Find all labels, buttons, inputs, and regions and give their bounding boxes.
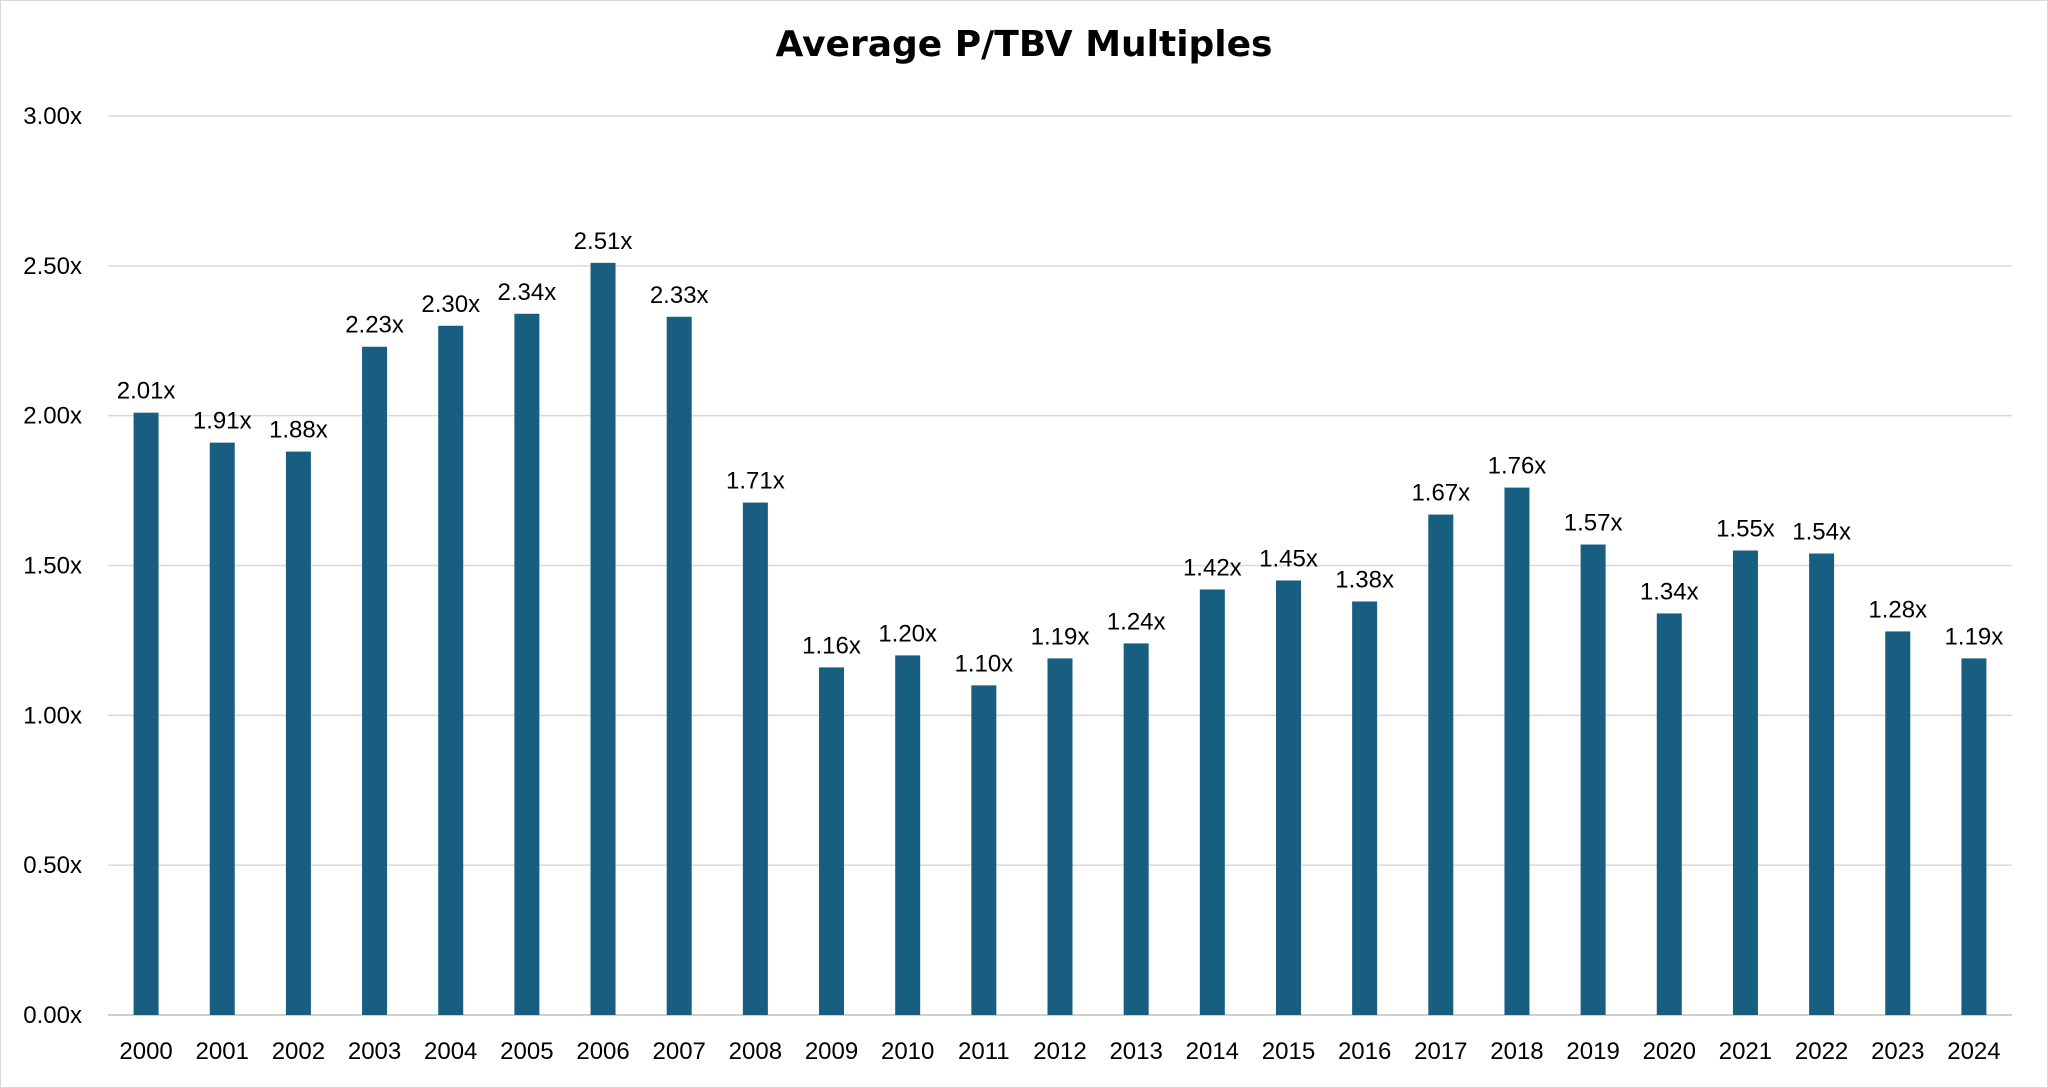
bar-2002 xyxy=(285,451,311,1015)
data-label-2022: 1.54x xyxy=(1792,519,1851,546)
data-label-2018: 1.76x xyxy=(1488,453,1547,480)
y-tick-label: 3.00x xyxy=(23,103,82,130)
x-tick-label-2018: 2018 xyxy=(1490,1038,1543,1065)
bar-2001 xyxy=(209,442,235,1015)
data-label-2013: 1.24x xyxy=(1107,608,1166,635)
x-tick-label-2010: 2010 xyxy=(881,1038,934,1065)
x-tick-label-2015: 2015 xyxy=(1262,1038,1315,1065)
bar-2009 xyxy=(819,667,845,1015)
bar-2014 xyxy=(1199,589,1225,1015)
data-label-2021: 1.55x xyxy=(1716,516,1775,543)
data-label-2007: 2.33x xyxy=(650,282,709,309)
bar-2022 xyxy=(1809,553,1835,1015)
data-label-2000: 2.01x xyxy=(117,378,176,405)
bar-2006 xyxy=(590,262,616,1015)
data-label-2008: 1.71x xyxy=(726,468,785,495)
x-tick-label-2008: 2008 xyxy=(729,1038,782,1065)
data-label-2004: 2.30x xyxy=(421,291,480,318)
x-tick-label-2006: 2006 xyxy=(576,1038,629,1065)
y-tick-label: 0.00x xyxy=(23,1002,82,1029)
data-label-2002: 1.88x xyxy=(269,417,328,444)
bar-2016 xyxy=(1352,601,1378,1015)
data-label-2017: 1.67x xyxy=(1411,480,1470,507)
x-tick-label-2021: 2021 xyxy=(1719,1038,1772,1065)
y-tick-label: 0.50x xyxy=(23,852,82,879)
bar-2023 xyxy=(1885,631,1911,1015)
x-tick-label-2007: 2007 xyxy=(653,1038,706,1065)
bar-2020 xyxy=(1656,613,1682,1015)
x-tick-label-2001: 2001 xyxy=(196,1038,249,1065)
data-label-2016: 1.38x xyxy=(1335,566,1394,593)
x-tick-label-2022: 2022 xyxy=(1795,1038,1848,1065)
data-label-2012: 1.19x xyxy=(1031,623,1090,650)
data-label-2010: 1.20x xyxy=(878,620,937,647)
x-tick-label-2011: 2011 xyxy=(958,1038,1010,1065)
x-tick-label-2009: 2009 xyxy=(805,1038,858,1065)
bar-2019 xyxy=(1580,544,1606,1015)
bar-2011 xyxy=(971,685,997,1015)
data-label-2006: 2.51x xyxy=(574,228,633,255)
bar-2005 xyxy=(514,313,540,1015)
x-tick-label-2000: 2000 xyxy=(119,1038,172,1065)
data-label-2011: 1.10x xyxy=(954,650,1013,677)
y-tick-label: 1.50x xyxy=(23,553,82,580)
bar-2021 xyxy=(1732,550,1758,1015)
data-label-2005: 2.34x xyxy=(498,279,557,306)
y-tick-label: 2.00x xyxy=(23,403,82,430)
x-tick-label-2017: 2017 xyxy=(1414,1038,1467,1065)
data-label-2003: 2.23x xyxy=(345,312,404,339)
x-tick-label-2019: 2019 xyxy=(1566,1038,1619,1065)
bar-2007 xyxy=(666,316,692,1015)
data-label-2019: 1.57x xyxy=(1564,510,1623,537)
data-labels: 2.01x 1.91x 1.88x 2.23x 2.30x 2.34x 2.51x 2.33x… xyxy=(117,228,2004,678)
y-tick-label: 2.50x xyxy=(23,253,82,280)
x-tick-label-2002: 2002 xyxy=(272,1038,325,1065)
x-axis: 2000 2001 2002 2003 2004 2005 2006 2007 2008 2009… xyxy=(119,1038,2000,1065)
bar-2015 xyxy=(1275,580,1301,1015)
x-tick-label-2004: 2004 xyxy=(424,1038,477,1065)
bar-2008 xyxy=(742,502,768,1015)
data-label-2014: 1.42x xyxy=(1183,554,1242,581)
bars xyxy=(133,262,1987,1015)
data-label-2023: 1.28x xyxy=(1868,596,1927,623)
bar-2003 xyxy=(362,346,388,1015)
data-label-2015: 1.45x xyxy=(1259,545,1318,572)
bar-2013 xyxy=(1123,643,1149,1015)
bar-2012 xyxy=(1047,658,1073,1015)
bar-2000 xyxy=(133,412,159,1015)
data-label-2009: 1.16x xyxy=(802,632,861,659)
bar-2017 xyxy=(1428,514,1454,1015)
x-tick-label-2014: 2014 xyxy=(1186,1038,1239,1065)
data-label-2024: 1.19x xyxy=(1945,623,2004,650)
x-tick-label-2020: 2020 xyxy=(1643,1038,1696,1065)
bar-2004 xyxy=(438,325,464,1015)
x-tick-label-2005: 2005 xyxy=(500,1038,553,1065)
y-tick-label: 1.00x xyxy=(23,702,82,729)
bar-2010 xyxy=(895,655,921,1015)
data-label-2020: 1.34x xyxy=(1640,578,1699,605)
x-tick-label-2003: 2003 xyxy=(348,1038,401,1065)
x-tick-label-2023: 2023 xyxy=(1871,1038,1924,1065)
bar-2024 xyxy=(1961,658,1987,1015)
x-tick-label-2024: 2024 xyxy=(1947,1038,2000,1065)
x-tick-label-2016: 2016 xyxy=(1338,1038,1391,1065)
bar-2018 xyxy=(1504,487,1530,1015)
y-axis: 0.00x 0.50x 1.00x 1.50x 2.00x 2.50x 3.00x xyxy=(23,103,82,1029)
data-label-2001: 1.91x xyxy=(193,408,252,435)
x-tick-label-2012: 2012 xyxy=(1033,1038,1086,1065)
x-tick-label-2013: 2013 xyxy=(1109,1038,1162,1065)
chart-title: Average P/TBV Multiples xyxy=(775,24,1273,65)
